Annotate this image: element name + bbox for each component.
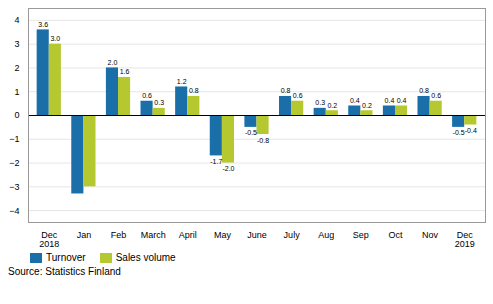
svg-text:0.8: 0.8: [281, 87, 291, 94]
svg-text:0.3: 0.3: [315, 99, 325, 106]
svg-text:Dec2018: Dec2018: [39, 230, 59, 249]
svg-text:March: March: [141, 230, 166, 240]
svg-text:1.6: 1.6: [120, 68, 130, 75]
svg-text:3.0: 3.0: [50, 35, 60, 42]
html-text:Sales volume: Sales volume: [115, 252, 176, 263]
svg-text:4: 4: [14, 15, 19, 25]
svg-text:-0.5: -0.5: [453, 129, 465, 136]
svg-text:Feb: Feb: [111, 230, 127, 240]
svg-text:July: July: [284, 230, 301, 240]
svg-text:0.6: 0.6: [142, 92, 152, 99]
svg-text:-1.7: -1.7: [210, 158, 222, 165]
svg-text:0.8: 0.8: [189, 87, 199, 94]
svg-text:June: June: [247, 230, 267, 240]
svg-text:1: 1: [14, 87, 19, 97]
svg-text:0.2: 0.2: [362, 102, 372, 109]
svg-text:Jan: Jan: [77, 230, 92, 240]
svg-text:2: 2: [14, 63, 19, 73]
svg-text:−3: −3: [9, 182, 19, 192]
svg-text:-0.4: -0.4: [465, 127, 477, 134]
svg-text:−4: −4: [9, 205, 19, 215]
html-text:Turnover: Turnover: [46, 252, 86, 263]
svg-text:Sep: Sep: [353, 230, 369, 240]
svg-text:0.6: 0.6: [293, 92, 303, 99]
svg-text:0.4: 0.4: [350, 97, 360, 104]
svg-text:3.6: 3.6: [38, 21, 48, 28]
svg-text:2.0: 2.0: [108, 59, 118, 66]
svg-text:April: April: [179, 230, 197, 240]
svg-text:0.4: 0.4: [397, 97, 407, 104]
svg-text:-0.8: -0.8: [257, 136, 269, 143]
svg-text:0.2: 0.2: [327, 102, 337, 109]
svg-text:Dec2019: Dec2019: [455, 230, 475, 249]
svg-text:-2.0: -2.0: [222, 165, 234, 172]
svg-text:Oct: Oct: [388, 230, 403, 240]
html-text:Source: Statistics Finland: Source: Statistics Finland: [8, 266, 121, 277]
svg-text:0.8: 0.8: [419, 87, 429, 94]
svg-text:−2: −2: [9, 158, 19, 168]
svg-text:0: 0: [14, 110, 19, 120]
svg-text:−1: −1: [9, 134, 19, 144]
svg-text:0.3: 0.3: [154, 99, 164, 106]
svg-text:-0.5: -0.5: [245, 129, 257, 136]
svg-text:May: May: [214, 230, 232, 240]
svg-text:1.2: 1.2: [177, 78, 187, 85]
svg-text:Aug: Aug: [318, 230, 334, 240]
svg-text:0.4: 0.4: [385, 97, 395, 104]
svg-text:3: 3: [14, 39, 19, 49]
svg-text:Nov: Nov: [422, 230, 439, 240]
svg-text:0.6: 0.6: [431, 92, 441, 99]
